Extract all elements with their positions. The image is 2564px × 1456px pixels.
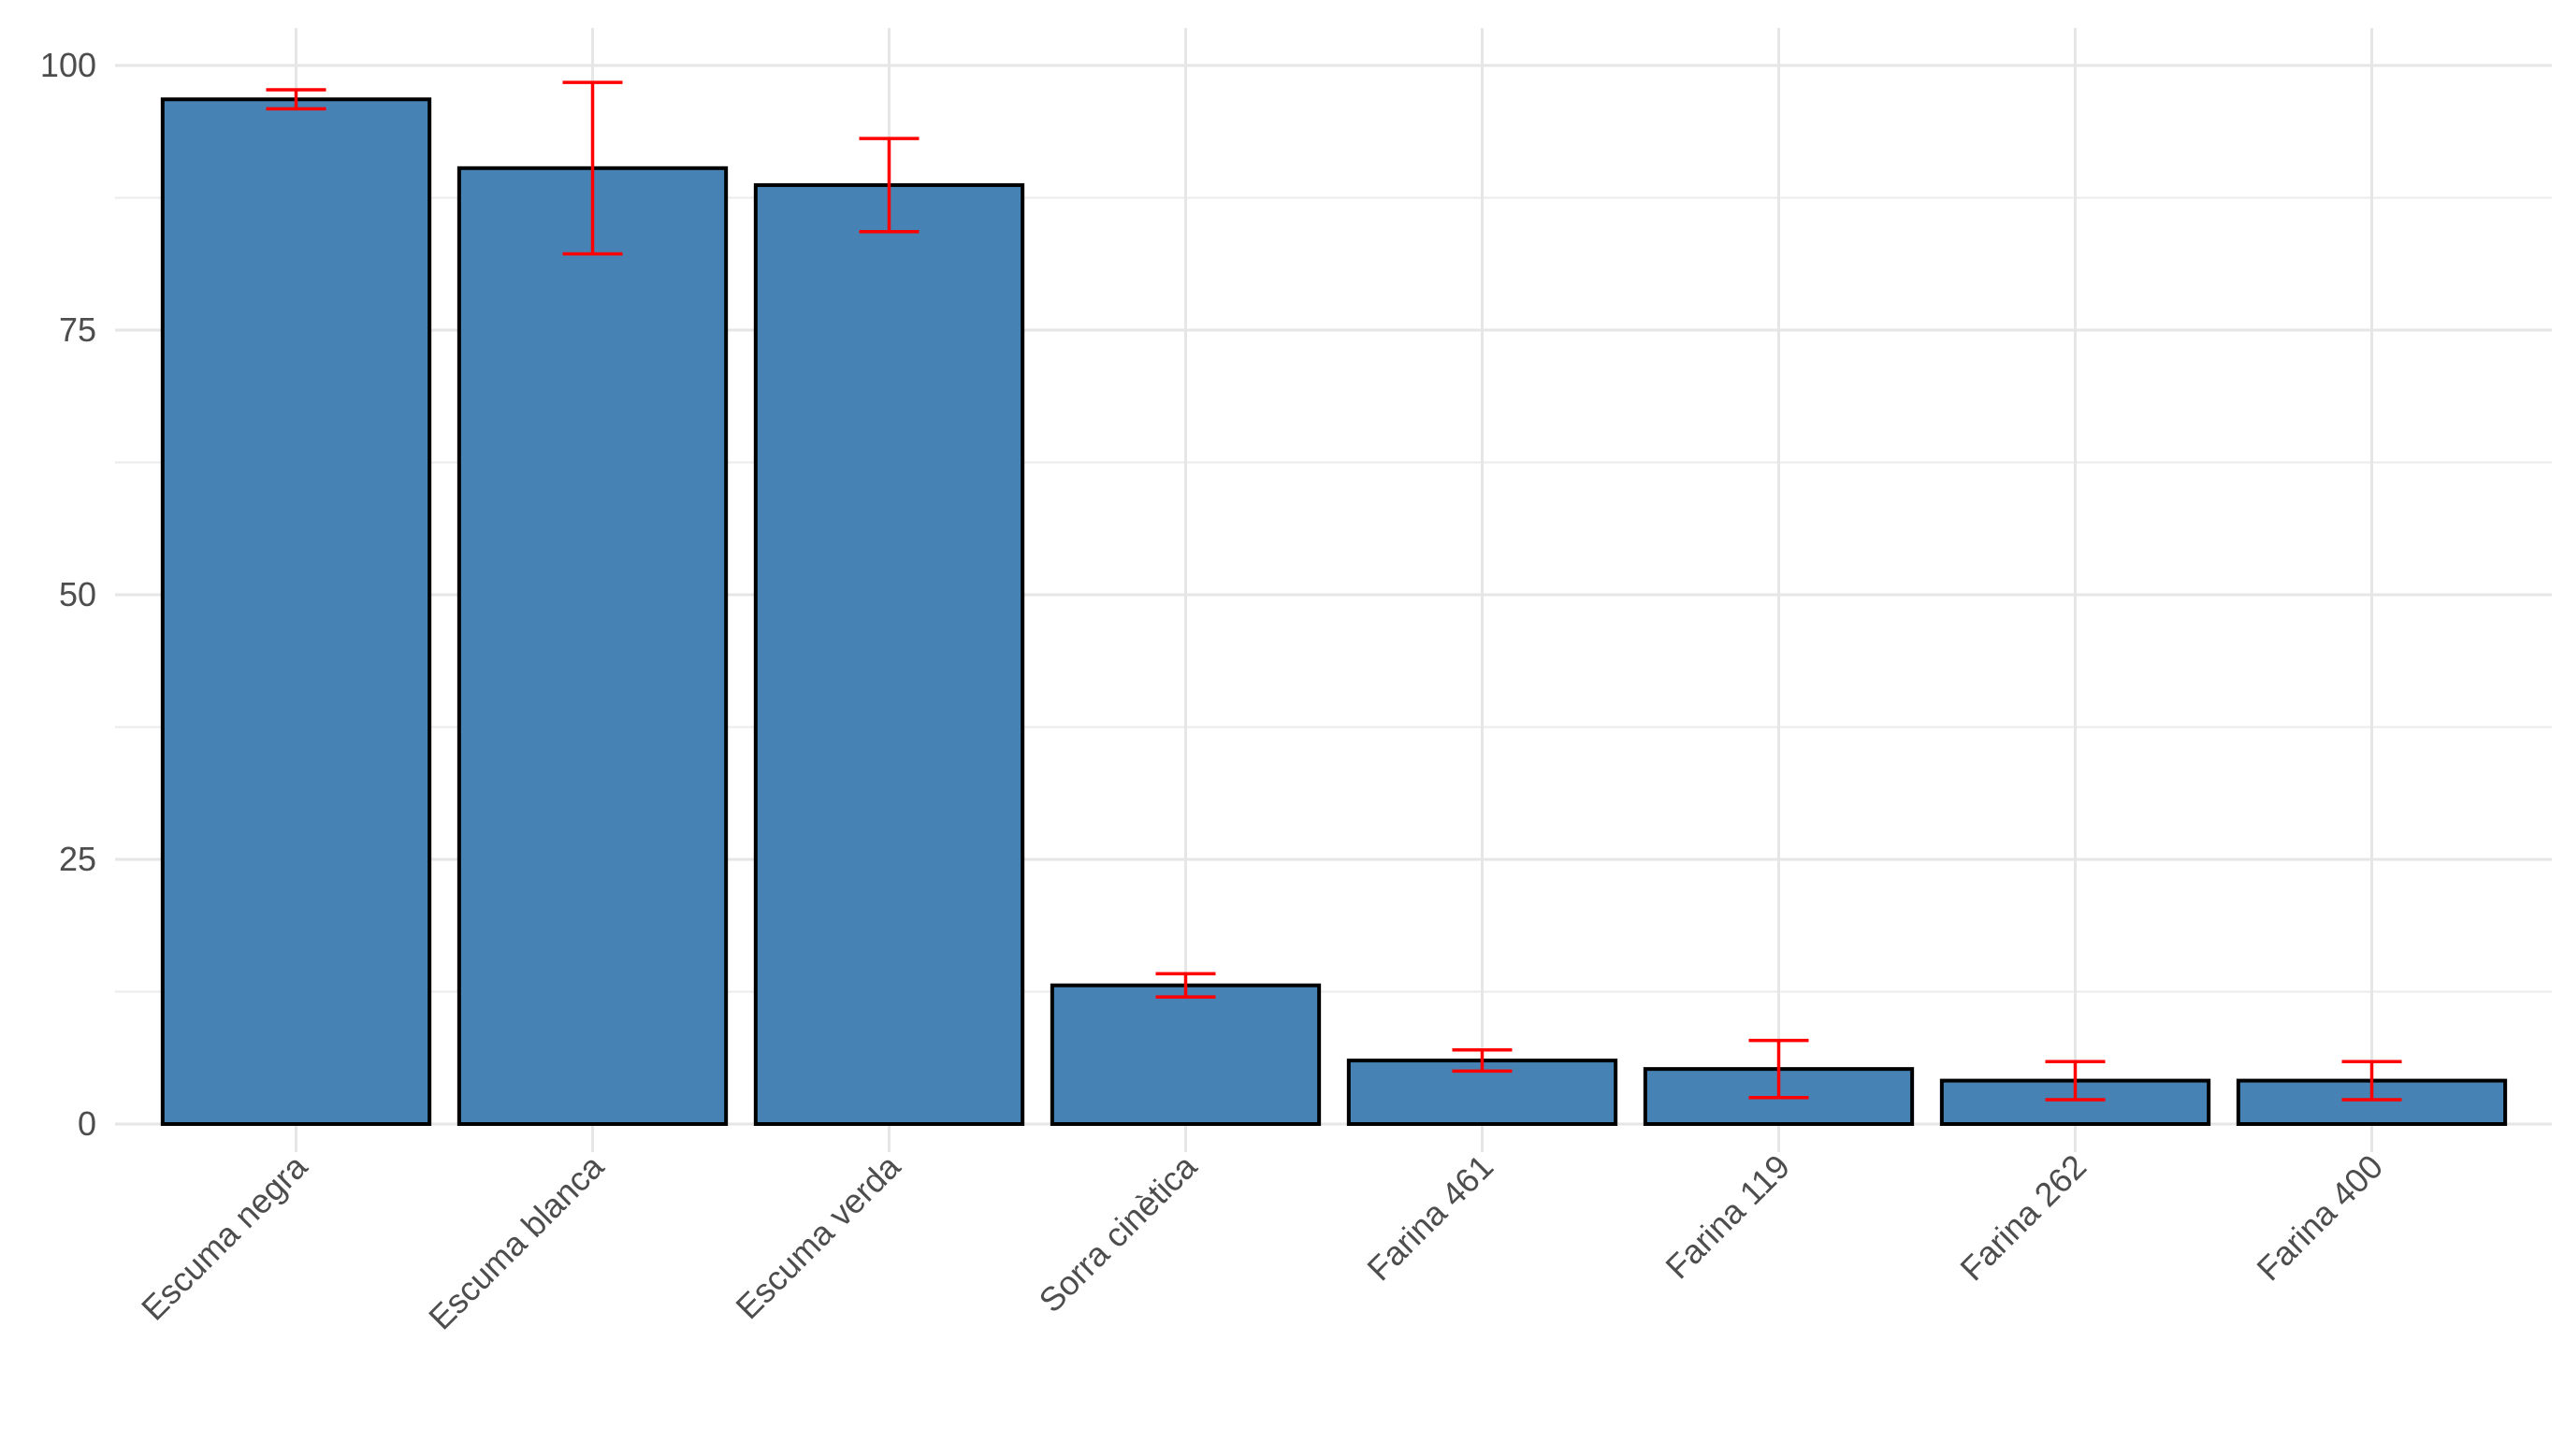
- x-tick-label: Escuma verda: [728, 1146, 907, 1326]
- error-bar: [1452, 1048, 1513, 1074]
- y-tick-label: 100: [40, 46, 96, 84]
- y-tick-label: 25: [59, 840, 96, 878]
- x-tick-label: Farina 119: [1658, 1147, 1797, 1287]
- x-tick-label: Escuma negra: [134, 1146, 315, 1328]
- x-tick-label: Farina 400: [2249, 1147, 2390, 1289]
- error-bar: [1748, 1038, 1809, 1100]
- error-bar: [2341, 1060, 2402, 1102]
- error-bar: [859, 137, 920, 234]
- error-bar: [562, 80, 623, 256]
- bar: [160, 97, 432, 1126]
- bar: [456, 166, 729, 1126]
- y-tick-label: 50: [59, 575, 96, 613]
- error-bar: [2045, 1060, 2106, 1102]
- x-tick-label: Farina 461: [1359, 1147, 1500, 1289]
- x-tick-label: Escuma blanca: [421, 1146, 612, 1337]
- error-bar: [266, 88, 326, 111]
- y-tick-label: 75: [59, 310, 96, 349]
- error-bar: [1155, 972, 1216, 999]
- x-tick-label: Farina 262: [1952, 1147, 2093, 1289]
- bar: [1050, 983, 1322, 1127]
- y-tick-label: 0: [78, 1104, 96, 1143]
- bar: [753, 182, 1025, 1126]
- x-tick-label: Sorra cinètica: [1032, 1146, 1205, 1319]
